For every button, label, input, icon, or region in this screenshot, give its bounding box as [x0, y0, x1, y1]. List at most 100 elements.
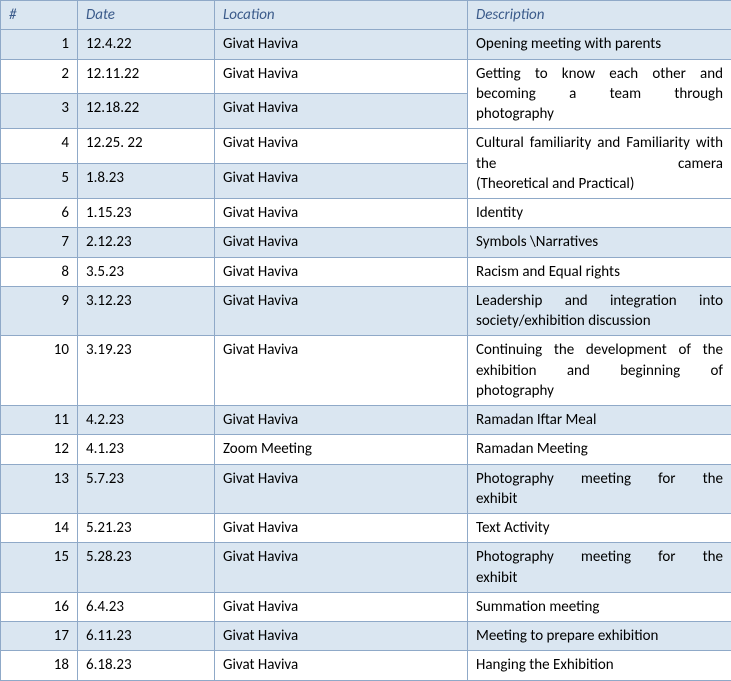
desc-text: Racism and Equal rights	[476, 263, 620, 281]
cell-num: 16	[1, 592, 78, 621]
cell-date: 6.11.23	[78, 622, 215, 651]
cell-loc: Givat Haviva	[215, 286, 468, 336]
table-row: 1 12.4.22 Givat Haviva Opening meeting w…	[1, 30, 731, 59]
table-row: 9 3.12.23 Givat Haviva Leadership and in…	[1, 286, 731, 336]
desc-text: Identity	[476, 204, 523, 222]
cell-loc: Givat Haviva	[215, 199, 468, 228]
cell-desc: Meeting to prepare exhibition	[468, 622, 731, 651]
cell-date: 1.8.23	[78, 164, 215, 199]
col-header-loc: Location	[215, 1, 468, 30]
col-header-date: Date	[78, 1, 215, 30]
cell-num: 9	[1, 286, 78, 336]
desc-last: exhibit	[476, 568, 723, 588]
table-row: 11 4.2.23 Givat Haviva Ramadan Iftar Mea…	[1, 406, 731, 435]
cell-desc: Photography meeting for the exhibit	[468, 543, 731, 593]
desc-text: Opening meeting with parents	[476, 35, 661, 53]
cell-num: 10	[1, 336, 78, 406]
cell-loc: Givat Haviva	[215, 592, 468, 621]
table-row: 15 5.28.23 Givat Haviva Photography meet…	[1, 543, 731, 593]
desc-text: Getting to know each other and becoming …	[476, 65, 723, 103]
cell-date: 4.1.23	[78, 435, 215, 464]
cell-loc: Zoom Meeting	[215, 435, 468, 464]
cell-date: 4.2.23	[78, 406, 215, 435]
table-row: 18 6.18.23 Givat Haviva Hanging the Exhi…	[1, 651, 731, 680]
desc-text: Text Activity	[476, 519, 550, 537]
cell-desc: Racism and Equal rights	[468, 257, 731, 286]
cell-date: 12.4.22	[78, 30, 215, 59]
col-header-num: #	[1, 1, 78, 30]
cell-desc: Text Activity	[468, 514, 731, 543]
cell-desc: Opening meeting with parents	[468, 30, 731, 59]
cell-loc: Givat Haviva	[215, 464, 468, 514]
cell-loc: Givat Haviva	[215, 406, 468, 435]
desc-text: Leadership and integration into	[476, 292, 723, 310]
cell-desc: Summation meeting	[468, 592, 731, 621]
cell-date: 5.7.23	[78, 464, 215, 514]
cell-num: 8	[1, 257, 78, 286]
cell-loc: Givat Haviva	[215, 94, 468, 129]
cell-loc: Givat Haviva	[215, 257, 468, 286]
cell-loc: Givat Haviva	[215, 514, 468, 543]
cell-desc: Getting to know each other and becoming …	[468, 59, 731, 129]
cell-date: 3.12.23	[78, 286, 215, 336]
cell-loc: Givat Haviva	[215, 129, 468, 164]
table-row: 12 4.1.23 Zoom Meeting Ramadan Meeting	[1, 435, 731, 464]
cell-desc: Ramadan Iftar Meal	[468, 406, 731, 435]
cell-loc: Givat Haviva	[215, 651, 468, 680]
cell-loc: Givat Haviva	[215, 164, 468, 199]
table-row: 2 12.11.22 Givat Haviva Getting to know …	[1, 59, 731, 94]
table-row: 8 3.5.23 Givat Haviva Racism and Equal r…	[1, 257, 731, 286]
desc-last: photography	[476, 381, 723, 401]
cell-date: 6.4.23	[78, 592, 215, 621]
cell-desc: Continuing the development of the exhibi…	[468, 336, 731, 406]
cell-num: 1	[1, 30, 78, 59]
table-row: 4 12.25. 22 Givat Haviva Cultural famili…	[1, 129, 731, 164]
table-row: 10 3.19.23 Givat Haviva Continuing the d…	[1, 336, 731, 406]
cell-loc: Givat Haviva	[215, 228, 468, 257]
cell-date: 5.21.23	[78, 514, 215, 543]
cell-date: 12.18.22	[78, 94, 215, 129]
table-row: 17 6.11.23 Givat Haviva Meeting to prepa…	[1, 622, 731, 651]
cell-date: 12.25. 22	[78, 129, 215, 164]
cell-num: 12	[1, 435, 78, 464]
cell-num: 18	[1, 651, 78, 680]
cell-desc: Symbols \Narratives	[468, 228, 731, 257]
desc-text: Continuing the development of the exhibi…	[476, 341, 723, 379]
desc-text: Hanging the Exhibition	[476, 656, 614, 674]
schedule-table: # Date Location Description 1 12.4.22 Gi…	[0, 0, 731, 681]
schedule-body: 1 12.4.22 Givat Haviva Opening meeting w…	[1, 30, 731, 680]
desc-text: Cultural familiarity and Familiarity wit…	[476, 134, 723, 172]
cell-desc: Cultural familiarity and Familiarity wit…	[468, 129, 731, 199]
cell-date: 3.19.23	[78, 336, 215, 406]
desc-last: (Theoretical and Practical)	[476, 174, 723, 194]
cell-num: 5	[1, 164, 78, 199]
table-row: 16 6.4.23 Givat Haviva Summation meeting	[1, 592, 731, 621]
cell-num: 4	[1, 129, 78, 164]
desc-text: Symbols \Narratives	[476, 233, 598, 251]
cell-date: 5.28.23	[78, 543, 215, 593]
cell-loc: Givat Haviva	[215, 59, 468, 94]
desc-last: photography	[476, 104, 723, 124]
header-row: # Date Location Description	[1, 1, 731, 30]
desc-last: society/exhibition discussion	[476, 311, 723, 331]
desc-text: Photography meeting for the	[476, 470, 723, 488]
cell-date: 1.15.23	[78, 199, 215, 228]
desc-text: Summation meeting	[476, 598, 599, 616]
cell-desc: Leadership and integration into society/…	[468, 286, 731, 336]
cell-num: 13	[1, 464, 78, 514]
cell-loc: Givat Haviva	[215, 30, 468, 59]
cell-num: 17	[1, 622, 78, 651]
col-header-desc: Description	[468, 1, 731, 30]
cell-num: 15	[1, 543, 78, 593]
cell-num: 11	[1, 406, 78, 435]
cell-num: 6	[1, 199, 78, 228]
cell-desc: Photography meeting for the exhibit	[468, 464, 731, 514]
desc-text: Ramadan Meeting	[476, 440, 588, 458]
table-row: 14 5.21.23 Givat Haviva Text Activity	[1, 514, 731, 543]
cell-date: 12.11.22	[78, 59, 215, 94]
cell-num: 3	[1, 94, 78, 129]
cell-loc: Givat Haviva	[215, 622, 468, 651]
table-row: 13 5.7.23 Givat Haviva Photography meeti…	[1, 464, 731, 514]
cell-desc: Identity	[468, 199, 731, 228]
cell-desc: Hanging the Exhibition	[468, 651, 731, 680]
